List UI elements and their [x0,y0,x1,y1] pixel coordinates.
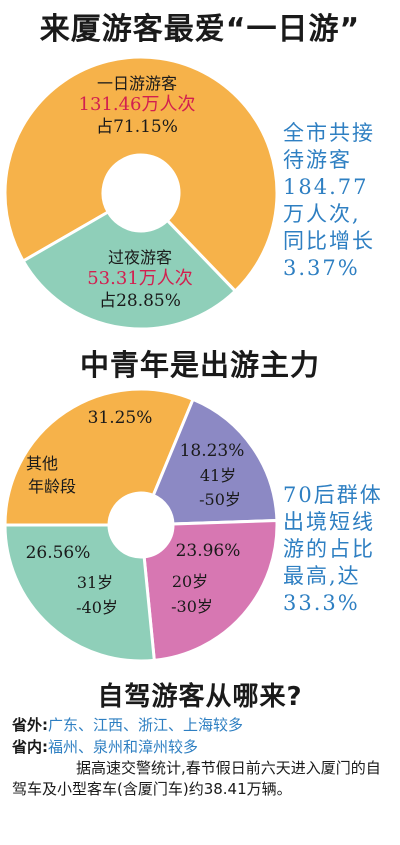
slice-share-31-40: 26.56% [26,543,91,563]
chart1-title: 来厦游客最爱“一日游” [39,12,361,47]
pie-chart-one-day-tour: 一日游游客 131.46万人次 占71.15% 过夜游客 53.31万人次 占2… [3,55,279,331]
inside-text: 福州、泉州和漳州较多 [48,738,199,756]
inside-province-line: 省内:福州、泉州和漳州较多 [12,736,392,758]
slice-value-day-tour: 131.46万人次 [79,94,196,115]
outside-text: 广东、江西、浙江、上海较多 [48,716,244,734]
annotation-line: 游的占比 [283,537,375,561]
pie-slice-overnight [21,209,238,331]
annotation-line: 待游客 [283,148,352,172]
pie-slice-other-age [3,387,196,527]
annotation-line: 最高,达 [283,564,361,588]
annotation-line: 70后群体 [283,483,383,507]
annotation-line: 万人次, [283,202,361,226]
slice-label-31-40: 31岁 [77,573,113,592]
inside-label: 省内: [12,738,48,756]
slice-share-day-tour: 占71.15% [96,117,178,137]
slice-label-41-50: -50岁 [199,490,241,509]
slice-label-day-tour: 一日游游客 [97,74,177,93]
slice-label-other: 年龄段 [28,477,76,496]
slice-label-31-40: -40岁 [76,598,118,617]
outside-label: 省外: [12,716,48,734]
chart2-annotation: 70后群体 出境短线 游的占比 最高,达 33.3% [283,482,395,617]
pie-slice-31-40 [3,523,156,663]
slice-share-41-50: 18.23% [180,441,245,461]
slice-label-overnight: 过夜游客 [108,248,172,267]
slice-label-41-50: 41岁 [200,466,236,485]
annotation-line: 出境短线 [283,510,375,534]
annotation-line: 184.77 [283,175,369,199]
slice-label-other: 其他 [26,454,58,473]
slice-value-overnight: 53.31万人次 [87,268,193,289]
pie-chart-age-groups: 31.25% 其他 年龄段 18.23% 41岁 -50岁 23.96% 20岁… [3,387,279,663]
slice-label-20-30: -30岁 [171,597,213,616]
annotation-line: 3.37% [283,256,360,280]
annotation-line: 33.3% [283,591,360,615]
annotation-line: 全市共接 [283,121,375,145]
slice-label-20-30: 20岁 [172,572,208,591]
outside-province-line: 省外:广东、江西、浙江、上海较多 [12,714,392,736]
chart2-title: 中青年是出游主力 [79,348,320,382]
footer-paragraph: 据高速交警统计,春节假日前六天进入厦门的自驾车及小型客车(含厦门车)约38.41… [12,759,381,798]
chart1-annotation: 全市共接 待游客 184.77 万人次, 同比增长 3.37% [283,120,395,282]
pie-slice-20-30 [142,519,279,662]
slice-share-20-30: 23.96% [176,541,241,561]
slice-share-other: 31.25% [88,408,153,428]
annotation-line: 同比增长 [283,229,375,253]
section3-title: 自驾游客从哪来? [97,682,303,712]
pie-slice-41-50 [151,397,279,526]
slice-share-overnight: 占28.85% [99,291,181,311]
pie-slice-day-tour [3,55,279,294]
